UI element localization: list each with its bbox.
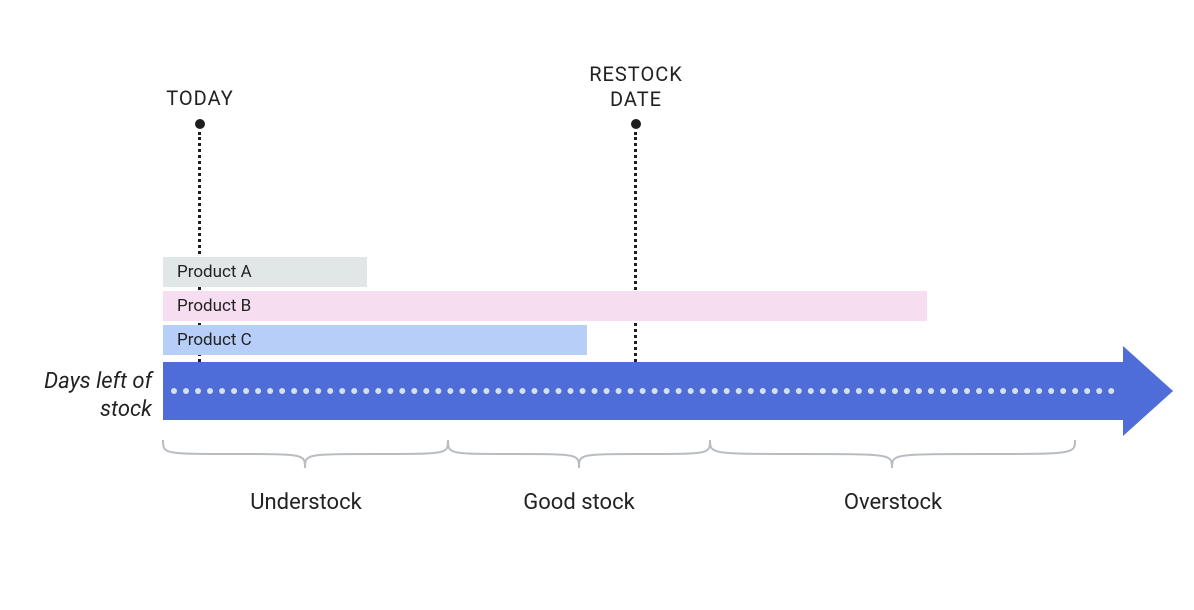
diagram-canvas: TODAY RESTOCK DATE Product A Product B P… [0, 0, 1194, 610]
brace-understock [163, 440, 448, 470]
bar-label: Product B [177, 296, 251, 316]
y-axis-label: Days left of stock [0, 368, 152, 423]
brace-overstock [710, 440, 1075, 470]
marker-label-today: TODAY [160, 86, 240, 111]
marker-dot-today [195, 119, 205, 129]
marker-label-restock: RESTOCK DATE [576, 62, 696, 112]
bar-product-a: Product A [163, 257, 367, 287]
zone-label-understock: Understock [226, 490, 386, 515]
marker-dot-restock [631, 119, 641, 129]
zone-label-overstock: Overstock [813, 490, 973, 515]
arrow-dotted-line [171, 388, 1115, 394]
bar-label: Product A [177, 262, 252, 282]
marker-line-restock [634, 132, 637, 362]
timeline-arrow [163, 362, 1173, 420]
bar-product-b: Product B [163, 291, 927, 321]
zone-label-goodstock: Good stock [499, 490, 659, 515]
brace-goodstock [448, 440, 710, 470]
